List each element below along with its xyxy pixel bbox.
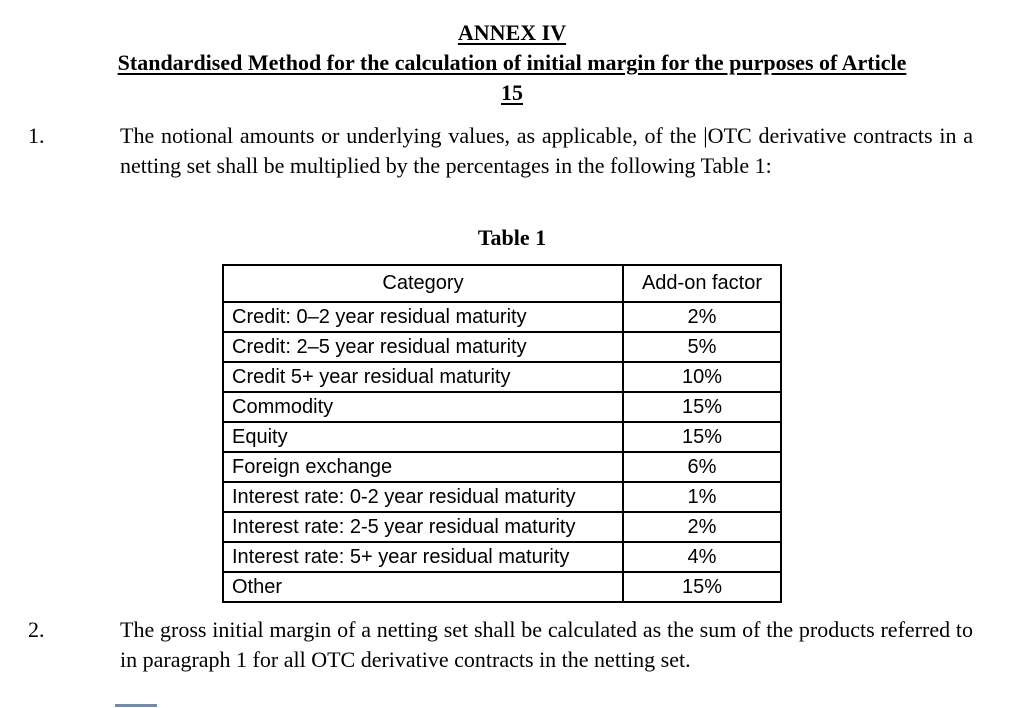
table-row: Interest rate: 5+ year residual maturity…: [222, 541, 782, 573]
table-row: Equity 15%: [222, 421, 782, 453]
category-cell: Commodity: [222, 391, 624, 423]
addon-factor-cell: 2%: [622, 511, 782, 543]
annex-title: ANNEX IV: [457, 20, 567, 45]
table-row: Commodity 15%: [222, 391, 782, 423]
addon-factor-cell: 6%: [622, 451, 782, 483]
paragraph-2-number: 2.: [28, 617, 45, 642]
category-cell: Other: [222, 571, 624, 603]
table-body: Credit: 0–2 year residual maturity 2% Cr…: [222, 301, 782, 603]
category-cell: Interest rate: 0-2 year residual maturit…: [222, 481, 624, 513]
paragraph-1-number: 1.: [28, 123, 45, 148]
table-row: Interest rate: 2-5 year residual maturit…: [222, 511, 782, 543]
table-row: Credit 5+ year residual maturity 10%: [222, 361, 782, 393]
table-caption: Table 1: [477, 225, 547, 250]
category-cell: Foreign exchange: [222, 451, 624, 483]
addon-factor-cell: 2%: [622, 301, 782, 333]
annex-title-block: ANNEX IV Standardised Method for the cal…: [0, 18, 1024, 108]
column-header-category: Category: [222, 264, 624, 303]
addon-factor-cell: 15%: [622, 391, 782, 423]
addon-factor-cell: 4%: [622, 541, 782, 573]
category-cell: Equity: [222, 421, 624, 453]
table-row: Interest rate: 0-2 year residual maturit…: [222, 481, 782, 513]
clipped-next-line-fragment: [115, 704, 157, 707]
table-row: Foreign exchange 6%: [222, 451, 782, 483]
paragraph-2-text: The gross initial margin of a netting se…: [120, 617, 973, 672]
category-cell: Credit 5+ year residual maturity: [222, 361, 624, 393]
addon-factor-cell: 15%: [622, 421, 782, 453]
column-header-addon-factor: Add-on factor: [622, 264, 782, 303]
category-cell: Credit: 0–2 year residual maturity: [222, 301, 624, 333]
addon-factor-cell: 10%: [622, 361, 782, 393]
category-cell: Credit: 2–5 year residual maturity: [222, 331, 624, 363]
addon-factor-cell: 5%: [622, 331, 782, 363]
paragraph-2: 2. The gross initial margin of a netting…: [0, 615, 1024, 675]
paragraph-1-text: The notional amounts or underlying value…: [120, 123, 973, 178]
addon-factor-cell: 15%: [622, 571, 782, 603]
table-row: Other 15%: [222, 571, 782, 603]
category-cell: Interest rate: 5+ year residual maturity: [222, 541, 624, 573]
table-row: Credit: 0–2 year residual maturity 2%: [222, 301, 782, 333]
table-header-row: Category Add-on factor: [222, 264, 782, 303]
table-row: Credit: 2–5 year residual maturity 5%: [222, 331, 782, 363]
paragraph-1: 1. The notional amounts or underlying va…: [0, 121, 1024, 181]
addon-factor-table: Category Add-on factor Credit: 0–2 year …: [222, 264, 782, 603]
annex-subtitle: Standardised Method for the calculation …: [117, 50, 907, 75]
annex-article-number: 15: [501, 80, 523, 105]
category-cell: Interest rate: 2-5 year residual maturit…: [222, 511, 624, 543]
addon-factor-cell: 1%: [622, 481, 782, 513]
